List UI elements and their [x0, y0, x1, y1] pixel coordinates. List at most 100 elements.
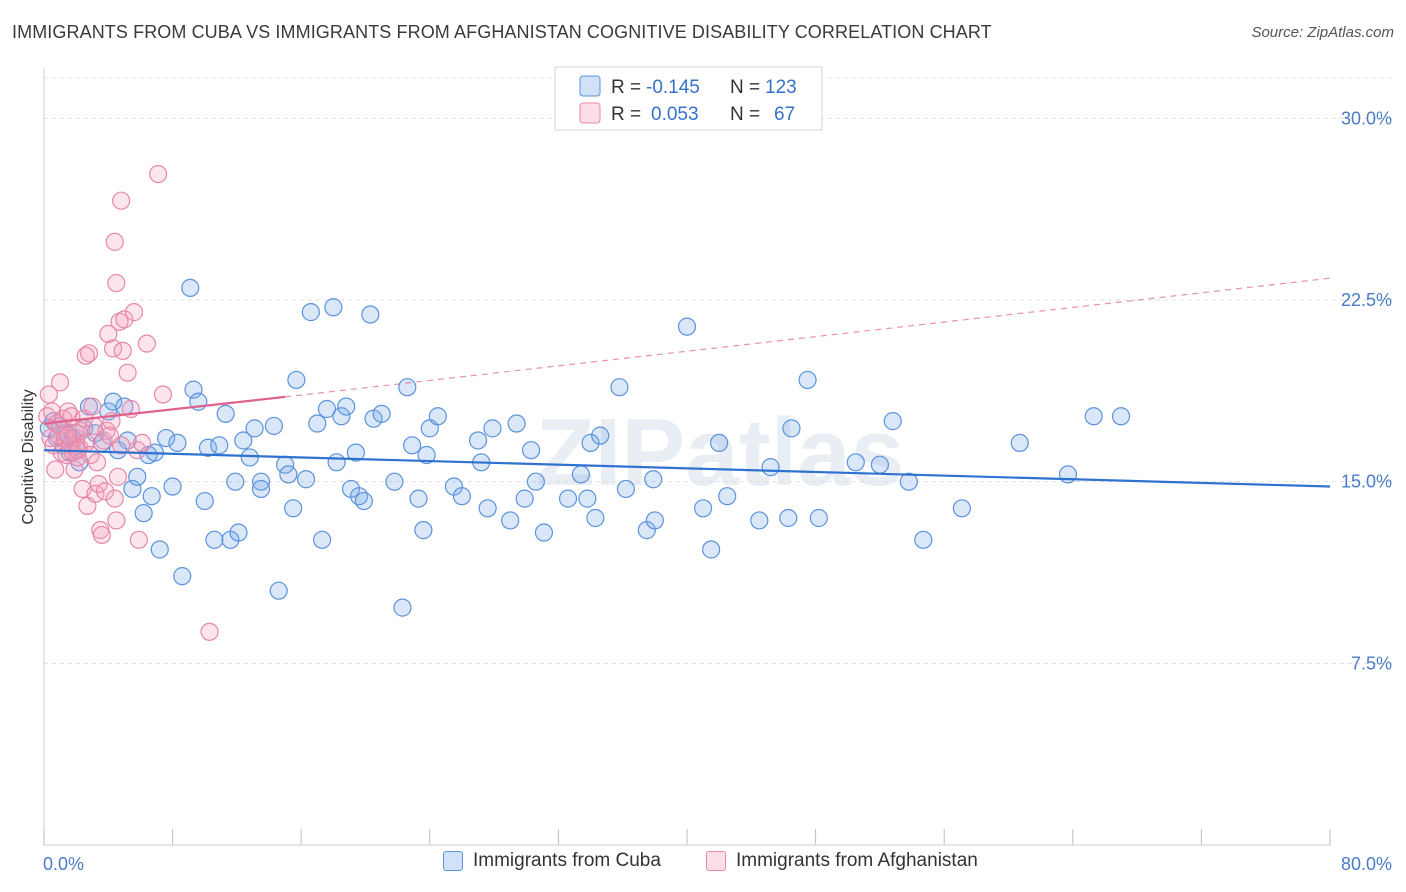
- cuba-point-102: [702, 540, 721, 559]
- cuba-point-104: [718, 487, 737, 506]
- afg-point-62: [112, 191, 131, 210]
- legend-r-value-cuba: -0.145: [646, 77, 700, 98]
- cuba-point-115: [914, 530, 933, 549]
- legend-r-label-afghanistan: R =: [611, 104, 641, 125]
- y-tick-label-3: 30.0%: [1341, 108, 1392, 128]
- cuba-point-114: [899, 472, 918, 491]
- afg-point-44: [105, 489, 124, 508]
- cuba-point-85: [515, 489, 534, 508]
- cuba-point-46: [264, 416, 283, 436]
- cuba-point-26: [157, 428, 176, 448]
- afg-point-38: [95, 482, 115, 501]
- cuba-point-98: [644, 470, 663, 489]
- cuba-point-103: [710, 433, 729, 453]
- afg-point-63: [200, 622, 219, 641]
- afg-point-59: [153, 385, 173, 404]
- cuba-point-27: [163, 477, 182, 496]
- axes: [43, 68, 1331, 846]
- bottom-legend-afghanistan: Immigrants from Afghanistan: [706, 850, 978, 872]
- cuba-point-111: [846, 453, 865, 472]
- cuba-point-36: [210, 436, 229, 455]
- afg-point-3: [42, 402, 62, 421]
- series-cuba-points: [39, 278, 1131, 617]
- afg-point-57: [137, 334, 156, 353]
- y-tick-label-2: 22.5%: [1341, 290, 1392, 310]
- legend-n-value-afghanistan: 67: [774, 104, 795, 125]
- cuba-point-23: [142, 487, 161, 506]
- cuba-point-83: [501, 511, 520, 530]
- cuba-point-108: [782, 419, 801, 438]
- cuba-point-47: [269, 581, 288, 600]
- y-tick-label-1: 15.0%: [1341, 472, 1392, 492]
- legend-n-label-cuba: N =: [730, 77, 760, 98]
- cuba-point-101: [693, 499, 713, 518]
- tick-labels: 7.5% 15.0% 22.5% 30.0% 0.0% 80.0%: [43, 108, 1392, 874]
- cuba-point-29: [173, 567, 192, 586]
- cuba-point-110: [809, 508, 828, 528]
- bottom-legend-label-afghanistan: Immigrants from Afghanistan: [736, 850, 978, 871]
- cuba-point-88: [534, 523, 554, 542]
- cuba-point-87: [526, 472, 545, 491]
- afg-point-53: [124, 303, 144, 322]
- x-tick-label-max: 80.0%: [1341, 854, 1392, 874]
- legend: R = -0.145 N = 123 R = 0.053 N = 67: [554, 66, 823, 131]
- cuba-point-106: [761, 458, 780, 477]
- bottom-legend-label-cuba: Immigrants from Cuba: [473, 850, 661, 871]
- afg-point-55: [129, 530, 148, 549]
- cuba-point-79: [468, 431, 488, 450]
- cuba-point-64: [354, 491, 373, 511]
- cuba-point-96: [616, 479, 636, 499]
- afg-point-65: [76, 346, 95, 365]
- afg-point-28: [79, 344, 99, 363]
- afg-point-66: [59, 426, 78, 445]
- legend-swatch-afghanistan: [579, 102, 601, 124]
- afg-point-56: [132, 433, 152, 453]
- cuba-point-40: [229, 523, 248, 542]
- cuba-point-58: [327, 453, 346, 472]
- bottom-legend-cuba: Immigrants from Cuba: [443, 850, 661, 872]
- cuba-point-100: [677, 317, 697, 336]
- afg-point-30: [83, 397, 102, 416]
- x-tick-label-min: 0.0%: [43, 854, 84, 874]
- afg-point-46: [108, 467, 128, 486]
- cuba-point-92: [581, 433, 600, 453]
- cuba-point-76: [428, 407, 447, 426]
- legend-n-label-afghanistan: N =: [730, 104, 760, 125]
- trend-lines: [43, 277, 1331, 488]
- afg-point-39: [97, 421, 116, 440]
- cuba-point-105: [750, 511, 769, 530]
- cuba-point-33: [195, 491, 214, 511]
- chart-title: IMMIGRANTS FROM CUBA VS IMMIGRANTS FROM …: [12, 22, 992, 42]
- afg-point-51: [118, 363, 137, 382]
- cuba-point-73: [414, 521, 433, 540]
- cuba-point-107: [779, 508, 798, 528]
- afg-point-45: [107, 511, 126, 530]
- cuba-point-59: [332, 407, 351, 426]
- source-label: Source: ZipAtlas.com: [1251, 24, 1394, 41]
- cuba-point-37: [216, 404, 235, 423]
- cuba-point-45: [251, 479, 271, 499]
- cuba-point-91: [578, 489, 597, 508]
- cuba-point-67: [372, 404, 391, 423]
- cuba-point-120: [1111, 407, 1131, 426]
- cuba-point-21: [134, 504, 153, 523]
- bottom-legend-swatch-afghanistan: [706, 851, 726, 871]
- cuba-point-25: [150, 540, 169, 559]
- cuba-point-68: [385, 472, 404, 491]
- cuba-point-86: [521, 441, 541, 460]
- cuba-point-78: [452, 487, 472, 506]
- cuba-point-119: [1084, 407, 1103, 426]
- cuba-point-30: [181, 278, 200, 297]
- afg-point-9: [50, 373, 70, 392]
- afg-point-40: [99, 324, 118, 344]
- cuba-point-70: [398, 378, 417, 397]
- cuba-point-60: [337, 397, 356, 416]
- cuba-point-93: [586, 508, 605, 528]
- y-tick-label-0: 7.5%: [1351, 653, 1392, 673]
- cuba-point-19: [123, 479, 142, 499]
- cuba-point-81: [478, 499, 497, 518]
- legend-r-label-cuba: R =: [611, 77, 641, 98]
- watermark: ZIPatlas: [536, 399, 904, 506]
- cuba-point-113: [883, 412, 902, 431]
